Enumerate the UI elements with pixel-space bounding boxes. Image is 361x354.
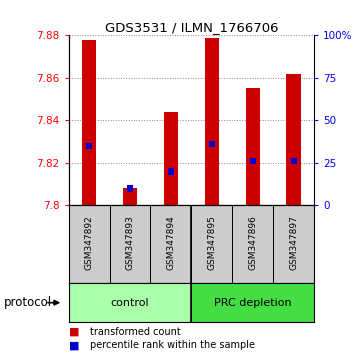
Bar	[82, 40, 96, 205]
Text: GSM347894: GSM347894	[166, 215, 175, 270]
Bar	[232, 205, 273, 283]
Bar	[273, 205, 314, 283]
Bar	[151, 205, 191, 283]
Bar	[191, 205, 232, 283]
Bar	[109, 205, 151, 283]
Bar	[209, 141, 215, 147]
Bar	[168, 168, 174, 175]
Bar	[205, 38, 219, 205]
Bar	[164, 112, 178, 205]
Bar	[249, 158, 256, 164]
Text: GSM347897: GSM347897	[289, 215, 298, 270]
Text: control: control	[111, 298, 149, 308]
Bar	[291, 158, 297, 164]
Text: ■: ■	[69, 327, 79, 337]
Text: GSM347895: GSM347895	[207, 215, 216, 270]
Text: GSM347893: GSM347893	[126, 215, 134, 270]
Bar	[69, 205, 109, 283]
Text: protocol: protocol	[4, 296, 52, 309]
Bar	[286, 74, 301, 205]
Text: GSM347892: GSM347892	[84, 215, 93, 270]
Text: PRC depletion: PRC depletion	[214, 298, 292, 308]
Bar	[127, 185, 133, 192]
Text: ■: ■	[69, 340, 79, 350]
Text: percentile rank within the sample: percentile rank within the sample	[90, 340, 255, 350]
Bar	[191, 283, 314, 322]
Text: transformed count: transformed count	[90, 327, 181, 337]
Bar	[69, 283, 191, 322]
Bar	[86, 143, 92, 149]
Bar	[123, 188, 137, 205]
Bar	[245, 88, 260, 205]
Text: GSM347896: GSM347896	[248, 215, 257, 270]
Title: GDS3531 / ILMN_1766706: GDS3531 / ILMN_1766706	[105, 21, 278, 34]
